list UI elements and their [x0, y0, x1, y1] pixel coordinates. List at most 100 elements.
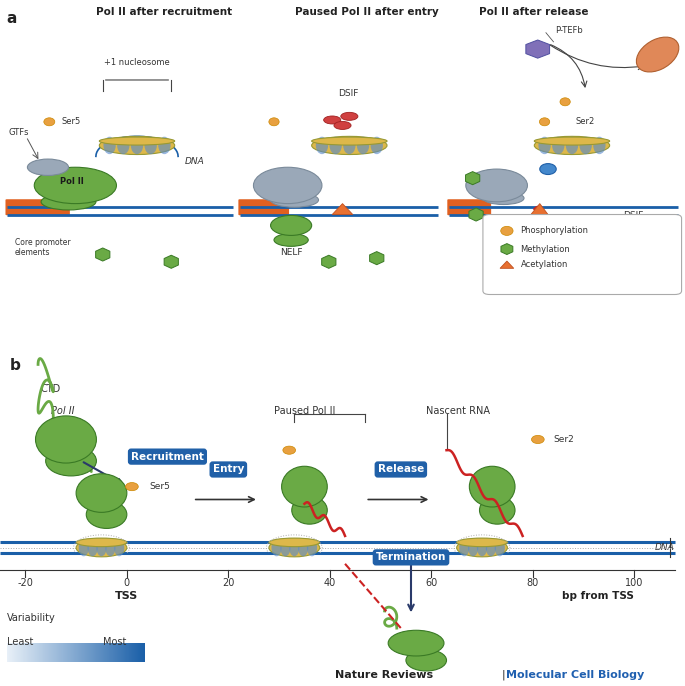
- Ellipse shape: [253, 167, 322, 204]
- Ellipse shape: [145, 137, 157, 154]
- Polygon shape: [589, 255, 603, 268]
- Text: |: |: [501, 670, 506, 681]
- Ellipse shape: [329, 137, 342, 154]
- Ellipse shape: [534, 137, 610, 154]
- Ellipse shape: [280, 539, 290, 556]
- Text: Ser5: Ser5: [150, 482, 171, 491]
- Text: Core promoter
elements: Core promoter elements: [15, 237, 71, 257]
- FancyBboxPatch shape: [5, 199, 70, 215]
- Polygon shape: [469, 208, 483, 221]
- Ellipse shape: [312, 137, 387, 154]
- Ellipse shape: [88, 539, 98, 556]
- Ellipse shape: [532, 436, 544, 444]
- Ellipse shape: [41, 193, 96, 210]
- Text: DNA: DNA: [655, 543, 674, 552]
- Text: DSIF: DSIF: [623, 211, 644, 220]
- Ellipse shape: [76, 474, 127, 512]
- Ellipse shape: [105, 539, 116, 556]
- Text: CTD: CTD: [40, 384, 61, 394]
- Polygon shape: [531, 204, 548, 215]
- Ellipse shape: [371, 137, 383, 154]
- Text: -20: -20: [17, 578, 34, 589]
- Text: DNA: DNA: [185, 156, 205, 165]
- Text: Acetylation: Acetylation: [521, 260, 568, 269]
- Ellipse shape: [534, 137, 610, 145]
- Text: TSS: TSS: [115, 591, 138, 601]
- Ellipse shape: [466, 169, 527, 202]
- Ellipse shape: [636, 37, 679, 72]
- Ellipse shape: [388, 630, 444, 656]
- Ellipse shape: [274, 234, 308, 246]
- Ellipse shape: [76, 539, 127, 557]
- Ellipse shape: [538, 137, 551, 154]
- Ellipse shape: [271, 215, 312, 235]
- Ellipse shape: [271, 539, 282, 556]
- Text: bp from TSS: bp from TSS: [562, 591, 634, 601]
- Polygon shape: [500, 261, 514, 268]
- Polygon shape: [164, 255, 178, 268]
- Ellipse shape: [289, 539, 299, 556]
- Ellipse shape: [114, 539, 124, 556]
- Text: P-TEFb: P-TEFb: [555, 25, 583, 35]
- Ellipse shape: [459, 539, 469, 556]
- Ellipse shape: [269, 118, 279, 126]
- Polygon shape: [466, 172, 479, 185]
- Text: a: a: [7, 11, 17, 26]
- Text: Paused Pol II after entry: Paused Pol II after entry: [295, 8, 438, 17]
- Text: +1 nucleosome: +1 nucleosome: [104, 58, 170, 67]
- Ellipse shape: [79, 539, 89, 556]
- Ellipse shape: [540, 118, 550, 126]
- Ellipse shape: [46, 446, 97, 476]
- Text: Ser2: Ser2: [553, 435, 574, 444]
- Ellipse shape: [99, 137, 175, 145]
- Text: Phosphorylation: Phosphorylation: [521, 226, 588, 235]
- Ellipse shape: [99, 137, 175, 154]
- FancyBboxPatch shape: [238, 199, 289, 215]
- Text: Termination: Termination: [376, 552, 446, 563]
- Ellipse shape: [341, 113, 358, 120]
- Ellipse shape: [477, 539, 487, 556]
- Ellipse shape: [566, 137, 578, 154]
- Ellipse shape: [560, 98, 570, 106]
- Ellipse shape: [271, 193, 319, 207]
- Text: 20: 20: [222, 578, 234, 589]
- Ellipse shape: [97, 539, 107, 556]
- Text: b: b: [10, 358, 21, 373]
- Text: Nascent RNA: Nascent RNA: [426, 405, 490, 416]
- Polygon shape: [332, 204, 353, 215]
- Ellipse shape: [406, 650, 447, 671]
- Ellipse shape: [298, 539, 308, 556]
- Text: Pol II after recruitment: Pol II after recruitment: [96, 8, 232, 17]
- Ellipse shape: [131, 137, 143, 154]
- Polygon shape: [370, 252, 384, 265]
- Polygon shape: [96, 248, 110, 261]
- Text: 100: 100: [625, 578, 643, 589]
- Ellipse shape: [282, 466, 327, 507]
- Text: GTFs: GTFs: [9, 128, 29, 137]
- Text: 60: 60: [425, 578, 438, 589]
- Ellipse shape: [593, 137, 606, 154]
- Ellipse shape: [343, 137, 356, 154]
- Ellipse shape: [36, 416, 97, 463]
- Text: Recruitment: Recruitment: [131, 451, 204, 462]
- Ellipse shape: [479, 496, 515, 524]
- Ellipse shape: [323, 116, 340, 124]
- Ellipse shape: [483, 192, 524, 204]
- Text: NELF: NELF: [280, 248, 302, 257]
- Ellipse shape: [357, 137, 369, 154]
- Ellipse shape: [76, 538, 127, 547]
- Text: 40: 40: [324, 578, 336, 589]
- Text: Molecular Cell Biology: Molecular Cell Biology: [506, 670, 645, 680]
- Ellipse shape: [316, 137, 328, 154]
- Ellipse shape: [117, 137, 129, 154]
- Polygon shape: [501, 244, 513, 255]
- FancyBboxPatch shape: [447, 199, 491, 215]
- Text: Ser5: Ser5: [62, 117, 81, 126]
- Ellipse shape: [158, 137, 171, 154]
- Text: Release: Release: [377, 464, 424, 475]
- Text: RNA: RNA: [534, 253, 552, 262]
- Text: Least: Least: [7, 637, 34, 647]
- Text: Pol II after release: Pol II after release: [479, 8, 589, 17]
- Text: Most: Most: [103, 637, 127, 647]
- Polygon shape: [526, 40, 549, 58]
